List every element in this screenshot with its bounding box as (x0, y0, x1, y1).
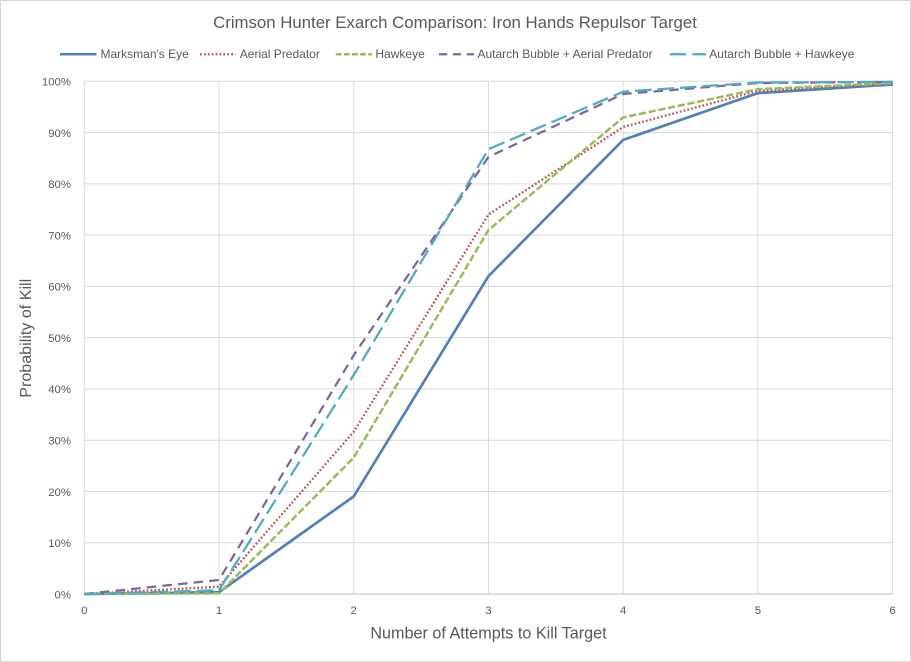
svg-text:Probability of Kill: Probability of Kill (17, 279, 35, 398)
svg-text:20%: 20% (48, 487, 71, 499)
svg-text:5: 5 (755, 605, 761, 617)
svg-text:90%: 90% (48, 128, 71, 140)
svg-text:0%: 0% (55, 589, 71, 601)
svg-text:Autarch Bubble + Aerial Predat: Autarch Bubble + Aerial Predator (478, 47, 653, 61)
svg-text:70%: 70% (48, 230, 71, 242)
svg-text:6: 6 (889, 605, 895, 617)
svg-text:60%: 60% (48, 282, 71, 294)
svg-text:80%: 80% (48, 179, 71, 191)
svg-text:50%: 50% (48, 333, 71, 345)
svg-text:30%: 30% (48, 435, 71, 447)
svg-text:100%: 100% (42, 77, 71, 89)
svg-text:4: 4 (620, 605, 626, 617)
svg-text:Autarch Bubble + Hawkeye: Autarch Bubble + Hawkeye (709, 47, 854, 61)
svg-text:40%: 40% (48, 384, 71, 396)
svg-text:Marksman's Eye: Marksman's Eye (101, 47, 190, 61)
svg-text:0: 0 (81, 605, 87, 617)
svg-text:Aerial Predator: Aerial Predator (240, 47, 320, 61)
svg-text:Hawkeye: Hawkeye (375, 47, 425, 61)
svg-text:Crimson Hunter Exarch Comparis: Crimson Hunter Exarch Comparison: Iron H… (213, 13, 697, 32)
svg-text:10%: 10% (48, 538, 71, 550)
svg-text:2: 2 (351, 605, 357, 617)
svg-text:1: 1 (216, 605, 222, 617)
svg-text:Number of Attempts to Kill Tar: Number of Attempts to Kill Target (370, 624, 607, 642)
svg-text:3: 3 (485, 605, 491, 617)
